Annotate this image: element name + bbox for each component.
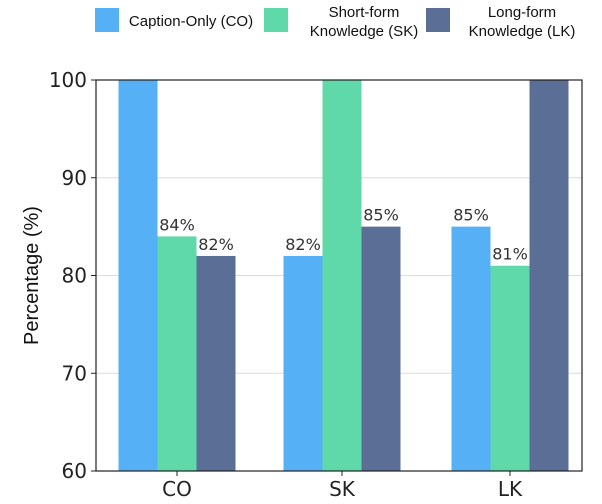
x-tick-label: CO — [162, 477, 192, 501]
bar-lk-1 — [490, 265, 530, 471]
bar-sk-0 — [283, 255, 323, 471]
y-tick-label: 70 — [62, 361, 87, 385]
data-label: 82% — [198, 235, 234, 254]
y-tick-label: 100 — [49, 68, 87, 92]
data-label: 81% — [492, 245, 528, 264]
legend-label: Knowledge (SK) — [310, 23, 418, 40]
data-label: 85% — [363, 206, 399, 225]
bar-lk-2 — [529, 80, 569, 471]
bar-co-2 — [196, 255, 236, 471]
legend-label: Short-form — [329, 4, 400, 21]
bar-sk-2 — [361, 226, 401, 471]
data-label: 84% — [159, 215, 195, 234]
data-labels: 84%82% 82%85% 85%81% — [159, 206, 528, 264]
legend-label: Caption-Only (CO) — [129, 13, 253, 30]
legend-swatch — [264, 8, 288, 32]
legend-swatch — [95, 8, 119, 32]
y-axis-ticks: 60 70 80 90 100 — [49, 68, 96, 483]
legend: Caption-Only (CO) Short-form Knowledge (SK… — [95, 4, 575, 40]
bar-co-1 — [157, 236, 197, 471]
y-tick-label: 80 — [62, 264, 87, 288]
data-label: 82% — [285, 235, 321, 254]
y-axis-title: Percentage (%) — [21, 206, 43, 345]
legend-label: Knowledge (LK) — [469, 23, 576, 40]
x-axis-ticks: CO SK LK — [162, 471, 523, 501]
bars — [118, 80, 569, 471]
bar-lk-0 — [451, 226, 491, 471]
data-label: 85% — [453, 206, 489, 225]
y-tick-label: 60 — [62, 459, 87, 483]
bar-sk-1 — [322, 80, 362, 471]
x-tick-label: SK — [329, 477, 356, 501]
y-tick-label: 90 — [62, 166, 87, 190]
bar-co-0 — [118, 80, 158, 471]
legend-swatch — [426, 8, 450, 32]
legend-label: Long-form — [488, 4, 556, 21]
x-tick-label: LK — [498, 477, 523, 501]
